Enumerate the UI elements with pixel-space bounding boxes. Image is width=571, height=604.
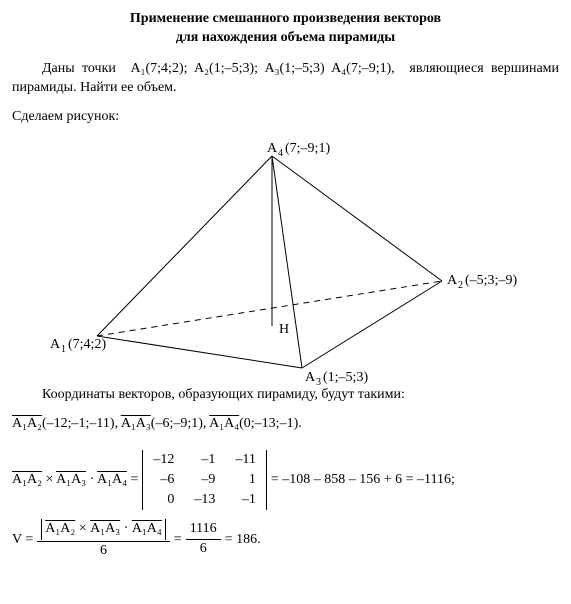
label-a2: A 2 (–5;3;–9) [447, 273, 517, 291]
vec-a1a4-label: A₁A₄ [209, 416, 239, 431]
table-row: 0 –13 –1 [143, 490, 265, 510]
svg-text:1: 1 [61, 344, 66, 355]
title-line2: для нахождения объема пирамиды [176, 30, 395, 45]
svg-text:3: 3 [316, 377, 321, 386]
det-cell: –1 [184, 450, 225, 470]
vol-num2: 1116 [186, 520, 221, 539]
det-cell: 0 [143, 490, 184, 510]
volume-label: V = [12, 532, 33, 548]
svg-text:A: A [50, 337, 61, 352]
edge-a3-a2 [302, 281, 442, 368]
vol-eq1: = [174, 532, 182, 548]
table-row: –12 –1 –11 [143, 450, 265, 470]
vol-vec-c: A₁A₄ [132, 521, 162, 538]
svg-text:(1;–5;3): (1;–5;3) [323, 370, 368, 385]
table-row: –6 –9 1 [143, 470, 265, 490]
det-cell: –13 [184, 490, 225, 510]
label-h: H [279, 322, 289, 337]
vectors-intro: Координаты векторов, образующих пирамиду… [12, 386, 559, 405]
det-lhs-a: A₁A₂ [12, 472, 42, 487]
page-title: Применение смешанного произведения векто… [12, 10, 559, 48]
det-cell: –1 [225, 490, 265, 510]
vec-a1a3-coords: (–6;–9;1), [151, 416, 207, 431]
svg-text:4: 4 [278, 148, 283, 159]
vol-result: = 186. [225, 532, 261, 548]
pyramid-edges [97, 156, 442, 368]
edge-a4-a2 [272, 156, 442, 281]
figure-caption: Сделаем рисунок: [12, 108, 559, 127]
vec-a1a2-label: A₁A₂ [12, 416, 42, 431]
vec-a1a3-label: A₁A₃ [121, 416, 151, 431]
det-cell: –11 [225, 450, 265, 470]
title-line1: Применение смешанного произведения векто… [130, 11, 441, 26]
det-cell: –9 [184, 470, 225, 490]
svg-text:A: A [267, 141, 278, 156]
svg-text:(7;–9;1): (7;–9;1) [285, 141, 330, 156]
svg-text:A: A [447, 273, 458, 288]
edge-a1-a3 [97, 336, 302, 368]
edge-a1-a4 [97, 156, 272, 336]
vol-vec-b: A₁A₃ [90, 521, 120, 538]
vec-a1a4-coords: (0;–13;–1). [239, 416, 302, 431]
problem-statement: Даны точки A₁(7;4;2); A₂(1;–5;3); A₃(1;–… [12, 60, 559, 98]
volume-abs: A₁A₂ × A₁A₃ · A₁A₄ [41, 519, 166, 540]
label-a4: A 4 (7;–9;1) [267, 141, 330, 159]
svg-text:(7;4;2): (7;4;2) [68, 337, 106, 352]
determinant-matrix: –12 –1 –11 –6 –9 1 0 –13 –1 [142, 450, 266, 510]
det-lhs-b: A₁A₃ [56, 472, 86, 487]
vec-a1a2-coords: (–12;–1;–11), [42, 416, 118, 431]
label-a1: A 1 (7;4;2) [50, 337, 106, 355]
determinant-row: A₁A₂ × A₁A₃ · A₁A₄ = –12 –1 –11 –6 –9 1 … [12, 450, 559, 510]
det-cell: –12 [143, 450, 184, 470]
volume-fraction-1: A₁A₂ × A₁A₃ · A₁A₄ 6 [37, 518, 170, 561]
edge-a1-a2-dashed [97, 281, 442, 336]
vol-vec-a: A₁A₂ [45, 521, 75, 538]
pyramid-figure: A 4 (7;–9;1) A 2 (–5;3;–9) A 3 (1;–5;3) … [12, 136, 559, 386]
svg-text:A: A [305, 370, 316, 385]
vectors-line: A₁A₂(–12;–1;–11), A₁A₃(–6;–9;1), A₁A₄(0;… [12, 415, 559, 434]
problem-points: A₁(7;4;2); A₂(1;–5;3); A₃(1;–5;3) A₄(7;–… [131, 61, 395, 76]
det-cell: –6 [143, 470, 184, 490]
det-rhs: = –108 – 858 – 156 + 6 = –1116; [271, 472, 455, 488]
label-a3: A 3 (1;–5;3) [305, 370, 368, 386]
volume-row: V = A₁A₂ × A₁A₃ · A₁A₄ 6 = 1116 6 = 186. [12, 518, 559, 561]
svg-text:(–5;3;–9): (–5;3;–9) [465, 273, 517, 288]
volume-fraction-2: 1116 6 [186, 520, 221, 559]
det-lhs-c: A₁A₄ [97, 472, 127, 487]
det-cell: 1 [225, 470, 265, 490]
det-lhs: A₁A₂ × A₁A₃ · A₁A₄ = [12, 472, 138, 488]
vol-den1: 6 [96, 542, 111, 561]
svg-text:2: 2 [458, 280, 463, 291]
problem-prefix: Даны точки [42, 61, 116, 76]
vol-den2: 6 [196, 540, 211, 559]
